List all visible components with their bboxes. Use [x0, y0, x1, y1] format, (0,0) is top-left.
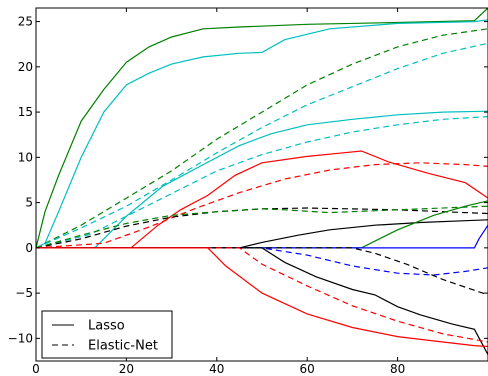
x-tick-label: 80	[390, 362, 405, 376]
series-line-8	[36, 219, 488, 249]
series-line-11	[36, 200, 488, 249]
series-line-5	[35, 116, 488, 249]
x-tick-label: 20	[119, 362, 134, 376]
x-tick-label: 40	[209, 362, 224, 376]
series-line-9	[35, 207, 488, 249]
series-line-12	[36, 224, 488, 249]
y-axis: −10 −5 0 5 10 15 20 25	[8, 15, 488, 345]
x-tick-label: 60	[300, 362, 315, 376]
y-tick-label: 25	[18, 15, 33, 29]
series-line-0	[35, 7, 488, 249]
series-line-2	[35, 28, 488, 249]
y-tick-label: −10	[8, 331, 33, 345]
plot-lines	[35, 7, 488, 355]
legend-label-elastic-net: Elastic-Net	[88, 339, 158, 354]
series-line-13	[36, 247, 488, 276]
axes-frame	[35, 7, 488, 362]
series-line-14	[36, 247, 488, 296]
series-line-3	[35, 42, 488, 249]
series-line-4	[36, 110, 488, 249]
series-line-10	[35, 205, 488, 249]
y-tick-label: 5	[25, 196, 33, 210]
legend: Lasso Elastic-Net	[41, 310, 173, 359]
y-tick-label: 20	[18, 60, 33, 74]
series-line-17	[36, 247, 488, 348]
x-axis: 0 20 40 60 80	[32, 8, 405, 376]
legend-box	[41, 310, 173, 359]
y-tick-label: −5	[15, 286, 33, 300]
legend-label-lasso: Lasso	[88, 319, 125, 334]
series-line-15	[36, 247, 488, 355]
y-tick-label: 0	[25, 241, 33, 255]
series-line-1	[35, 19, 488, 249]
series-line-6	[36, 150, 488, 249]
y-tick-label: 10	[18, 150, 33, 164]
y-tick-label: 15	[18, 105, 33, 119]
series-line-7	[35, 162, 488, 249]
x-tick-label: 0	[32, 362, 40, 376]
